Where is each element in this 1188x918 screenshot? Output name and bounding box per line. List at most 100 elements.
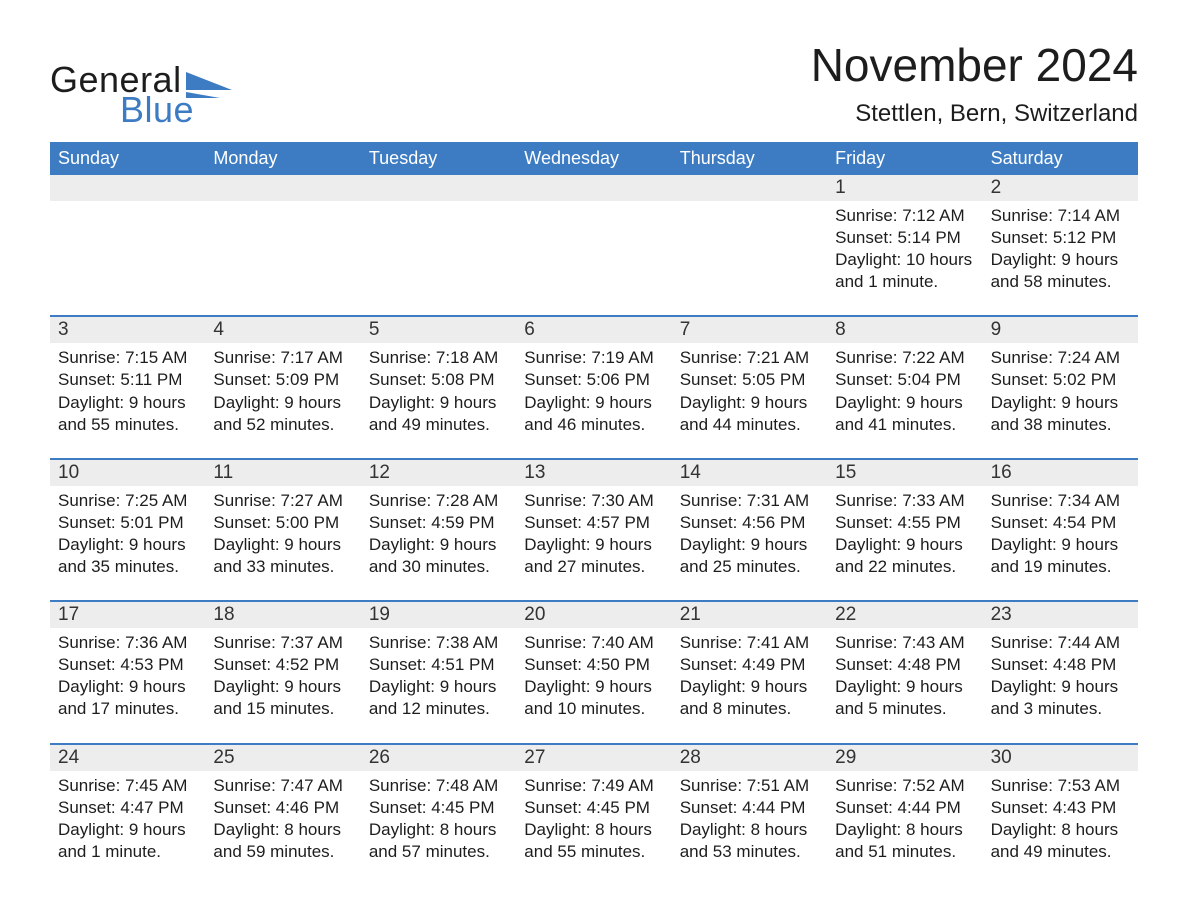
day-number: 17	[50, 602, 205, 628]
sunrise-text: Sunrise: 7:43 AM	[835, 632, 974, 654]
sunrise-text: Sunrise: 7:21 AM	[680, 347, 819, 369]
sunrise-text: Sunrise: 7:45 AM	[58, 775, 197, 797]
daylight-text: Daylight: 9 hours and 27 minutes.	[524, 534, 663, 578]
sunset-text: Sunset: 4:45 PM	[369, 797, 508, 819]
day-number: 6	[516, 317, 671, 343]
sunrise-text: Sunrise: 7:40 AM	[524, 632, 663, 654]
sunrise-text: Sunrise: 7:18 AM	[369, 347, 508, 369]
day-detail-cell: Sunrise: 7:28 AMSunset: 4:59 PMDaylight:…	[361, 486, 516, 600]
day-detail-cell: Sunrise: 7:31 AMSunset: 4:56 PMDaylight:…	[672, 486, 827, 600]
daylight-text: Daylight: 9 hours and 55 minutes.	[58, 392, 197, 436]
weekday-header: Monday	[205, 142, 360, 175]
daylight-text: Daylight: 9 hours and 1 minute.	[58, 819, 197, 863]
day-number: 20	[516, 602, 671, 628]
sunset-text: Sunset: 4:51 PM	[369, 654, 508, 676]
sunset-text: Sunset: 4:44 PM	[835, 797, 974, 819]
day-number	[516, 175, 671, 201]
day-number: 27	[516, 745, 671, 771]
sunset-text: Sunset: 4:55 PM	[835, 512, 974, 534]
sunrise-text: Sunrise: 7:31 AM	[680, 490, 819, 512]
sunrise-text: Sunrise: 7:52 AM	[835, 775, 974, 797]
sunset-text: Sunset: 5:04 PM	[835, 369, 974, 391]
weekday-header-row: Sunday Monday Tuesday Wednesday Thursday…	[50, 142, 1138, 175]
day-number: 15	[827, 460, 982, 486]
day-detail-cell: Sunrise: 7:18 AMSunset: 5:08 PMDaylight:…	[361, 343, 516, 457]
daylight-text: Daylight: 9 hours and 52 minutes.	[213, 392, 352, 436]
day-number: 2	[983, 175, 1138, 201]
daylight-text: Daylight: 8 hours and 53 minutes.	[680, 819, 819, 863]
day-detail-cell	[50, 201, 205, 315]
day-detail-cell: Sunrise: 7:17 AMSunset: 5:09 PMDaylight:…	[205, 343, 360, 457]
daylight-text: Daylight: 9 hours and 58 minutes.	[991, 249, 1130, 293]
sunset-text: Sunset: 5:00 PM	[213, 512, 352, 534]
page-title: November 2024	[811, 42, 1138, 88]
weekday-header: Thursday	[672, 142, 827, 175]
day-detail-cell: Sunrise: 7:38 AMSunset: 4:51 PMDaylight:…	[361, 628, 516, 742]
week-row: 24252627282930Sunrise: 7:45 AMSunset: 4:…	[50, 743, 1138, 885]
weekday-header: Sunday	[50, 142, 205, 175]
sunset-text: Sunset: 4:44 PM	[680, 797, 819, 819]
day-detail-row: Sunrise: 7:45 AMSunset: 4:47 PMDaylight:…	[50, 771, 1138, 885]
day-number: 4	[205, 317, 360, 343]
day-number: 25	[205, 745, 360, 771]
daylight-text: Daylight: 9 hours and 3 minutes.	[991, 676, 1130, 720]
sunrise-text: Sunrise: 7:30 AM	[524, 490, 663, 512]
day-number: 11	[205, 460, 360, 486]
sunrise-text: Sunrise: 7:22 AM	[835, 347, 974, 369]
day-number	[361, 175, 516, 201]
day-number: 28	[672, 745, 827, 771]
sunset-text: Sunset: 5:11 PM	[58, 369, 197, 391]
day-number: 22	[827, 602, 982, 628]
day-detail-cell	[205, 201, 360, 315]
sunset-text: Sunset: 4:48 PM	[991, 654, 1130, 676]
sunrise-text: Sunrise: 7:51 AM	[680, 775, 819, 797]
daylight-text: Daylight: 8 hours and 51 minutes.	[835, 819, 974, 863]
day-number	[50, 175, 205, 201]
day-detail-cell: Sunrise: 7:40 AMSunset: 4:50 PMDaylight:…	[516, 628, 671, 742]
sunset-text: Sunset: 4:50 PM	[524, 654, 663, 676]
daylight-text: Daylight: 9 hours and 5 minutes.	[835, 676, 974, 720]
day-number: 8	[827, 317, 982, 343]
day-number: 16	[983, 460, 1138, 486]
day-number-row: 10111213141516	[50, 460, 1138, 486]
sunset-text: Sunset: 4:45 PM	[524, 797, 663, 819]
daylight-text: Daylight: 9 hours and 10 minutes.	[524, 676, 663, 720]
sunrise-text: Sunrise: 7:33 AM	[835, 490, 974, 512]
daylight-text: Daylight: 9 hours and 22 minutes.	[835, 534, 974, 578]
brand-logo: General Blue	[50, 62, 232, 128]
day-detail-cell: Sunrise: 7:45 AMSunset: 4:47 PMDaylight:…	[50, 771, 205, 885]
sunset-text: Sunset: 4:43 PM	[991, 797, 1130, 819]
week-row: 17181920212223Sunrise: 7:36 AMSunset: 4:…	[50, 600, 1138, 742]
sunrise-text: Sunrise: 7:24 AM	[991, 347, 1130, 369]
daylight-text: Daylight: 9 hours and 44 minutes.	[680, 392, 819, 436]
daylight-text: Daylight: 9 hours and 49 minutes.	[369, 392, 508, 436]
daylight-text: Daylight: 9 hours and 46 minutes.	[524, 392, 663, 436]
day-detail-cell: Sunrise: 7:24 AMSunset: 5:02 PMDaylight:…	[983, 343, 1138, 457]
day-number: 23	[983, 602, 1138, 628]
sunset-text: Sunset: 4:53 PM	[58, 654, 197, 676]
sunrise-text: Sunrise: 7:41 AM	[680, 632, 819, 654]
sunrise-text: Sunrise: 7:25 AM	[58, 490, 197, 512]
day-detail-cell: Sunrise: 7:36 AMSunset: 4:53 PMDaylight:…	[50, 628, 205, 742]
day-detail-cell: Sunrise: 7:21 AMSunset: 5:05 PMDaylight:…	[672, 343, 827, 457]
day-detail-row: Sunrise: 7:15 AMSunset: 5:11 PMDaylight:…	[50, 343, 1138, 457]
daylight-text: Daylight: 9 hours and 15 minutes.	[213, 676, 352, 720]
day-detail-row: Sunrise: 7:12 AMSunset: 5:14 PMDaylight:…	[50, 201, 1138, 315]
day-number: 24	[50, 745, 205, 771]
title-block: November 2024 Stettlen, Bern, Switzerlan…	[811, 42, 1138, 128]
day-detail-cell: Sunrise: 7:34 AMSunset: 4:54 PMDaylight:…	[983, 486, 1138, 600]
day-number-row: 3456789	[50, 317, 1138, 343]
sunrise-text: Sunrise: 7:48 AM	[369, 775, 508, 797]
sunset-text: Sunset: 5:06 PM	[524, 369, 663, 391]
sunset-text: Sunset: 4:49 PM	[680, 654, 819, 676]
sunrise-text: Sunrise: 7:27 AM	[213, 490, 352, 512]
day-number: 21	[672, 602, 827, 628]
day-detail-cell: Sunrise: 7:51 AMSunset: 4:44 PMDaylight:…	[672, 771, 827, 885]
sunset-text: Sunset: 4:48 PM	[835, 654, 974, 676]
day-detail-row: Sunrise: 7:36 AMSunset: 4:53 PMDaylight:…	[50, 628, 1138, 742]
sunrise-text: Sunrise: 7:49 AM	[524, 775, 663, 797]
day-detail-row: Sunrise: 7:25 AMSunset: 5:01 PMDaylight:…	[50, 486, 1138, 600]
sunrise-text: Sunrise: 7:19 AM	[524, 347, 663, 369]
sunset-text: Sunset: 4:52 PM	[213, 654, 352, 676]
sunset-text: Sunset: 4:46 PM	[213, 797, 352, 819]
